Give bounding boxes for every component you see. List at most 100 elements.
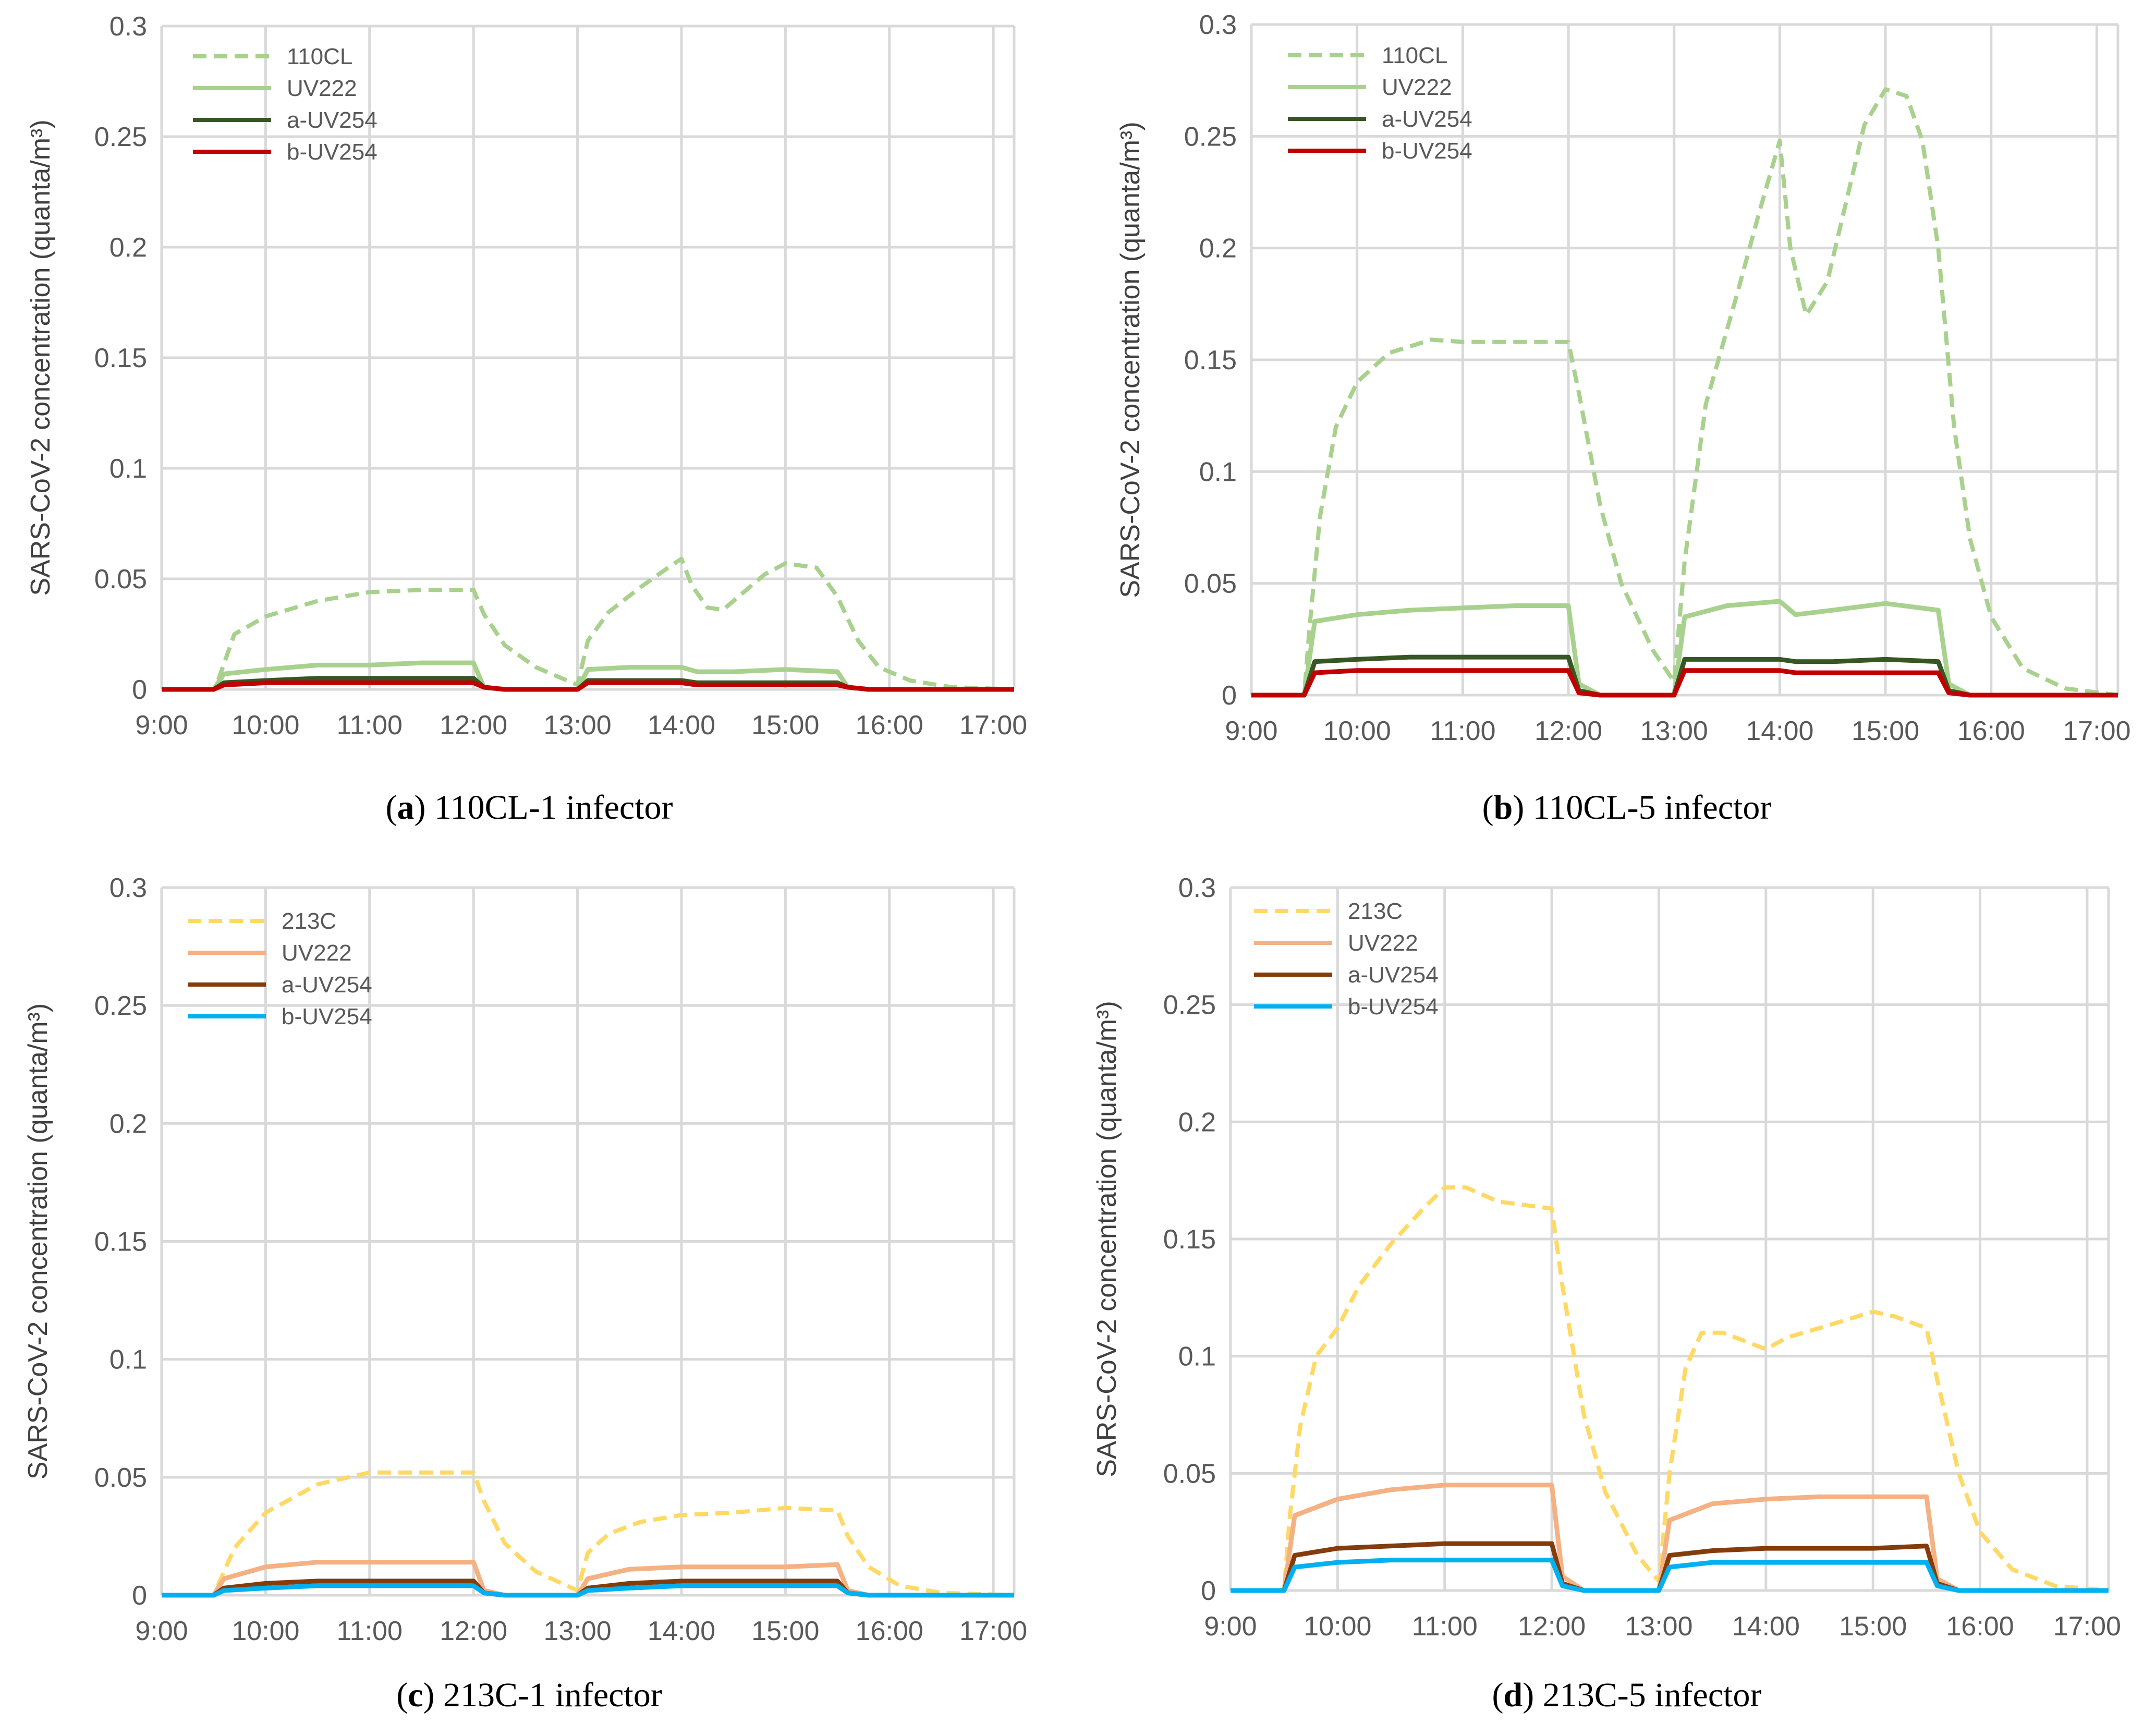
series-line-110cl (1251, 87, 2118, 697)
legend-label: UV222 (1382, 75, 1452, 100)
y-tick-label: 0.3 (1199, 10, 1237, 40)
x-tick-label: 16:00 (856, 710, 923, 740)
x-tick-label: 14:00 (1732, 1611, 1800, 1642)
panel-caption-open: ( (385, 788, 397, 827)
x-tick-label: 9:00 (135, 710, 188, 740)
panel-caption-letter: c (408, 1676, 423, 1714)
panel-caption: (b) 110CL-5 infector (1482, 788, 1772, 827)
y-tick-label: 0.05 (94, 1463, 147, 1493)
y-tick-label: 0.1 (1178, 1342, 1216, 1372)
legend-label: UV222 (287, 76, 357, 101)
legend-label: a-UV254 (1382, 106, 1472, 132)
x-tick-label: 13:00 (1625, 1611, 1692, 1642)
chart-panel-a: 0 0.05 0.1 0.15 0.2 0.25 0.3 9:00 10:00 11:00 12:0… (26, 11, 1027, 827)
y-tick-label: 0.3 (109, 11, 147, 42)
y-axis-title: SARS-CoV-2 concentration (quanta/m³) (1115, 122, 1146, 598)
x-tick-label: 10:00 (1323, 716, 1391, 746)
y-tick-label: 0.15 (1184, 345, 1237, 375)
legend-label: b-UV254 (1348, 994, 1439, 1019)
legend-label: a-UV254 (282, 972, 372, 998)
y-tick-label: 0 (1222, 681, 1237, 711)
y-tick-label: 0.05 (1184, 569, 1237, 599)
x-tick-label: 10:00 (232, 710, 299, 740)
y-tick-label: 0.1 (109, 454, 147, 484)
legend: 110CL UV222 a-UV254 b-UV254 (1288, 43, 1472, 164)
y-axis-title: SARS-CoV-2 concentration (quanta/m³) (23, 1003, 53, 1479)
y-tick-label: 0.25 (94, 122, 147, 152)
panel-caption-text: ) 110CL-1 infector (414, 788, 673, 827)
series-line-110cl (162, 556, 1015, 691)
y-tick-label: 0.15 (94, 1227, 147, 1257)
x-tick-label: 12:00 (1518, 1611, 1586, 1642)
legend: 213C UV222 a-UV254 b-UV254 (188, 908, 372, 1029)
legend-label: a-UV254 (1348, 962, 1439, 988)
x-tick-label: 11:00 (337, 710, 403, 740)
x-tick-label: 9:00 (1204, 1611, 1257, 1642)
panel-caption-letter: a (397, 788, 414, 827)
x-tick-label: 12:00 (440, 1616, 507, 1646)
legend-label: 110CL (1382, 43, 1447, 68)
panel-caption-text: ) 213C-5 infector (1522, 1676, 1761, 1714)
y-tick-label: 0.1 (109, 1345, 147, 1375)
y-tick-label: 0.3 (1178, 873, 1216, 903)
panel-caption-letter: b (1494, 788, 1513, 827)
x-tick-label: 17:00 (959, 1616, 1027, 1646)
chart-panel-d: 0 0.05 0.1 0.15 0.2 0.25 0.3 9:00 10:00 11:00 12:0… (1092, 873, 2121, 1714)
x-tick-label: 15:00 (751, 1616, 819, 1646)
x-tick-label: 9:00 (135, 1616, 188, 1646)
legend-label: UV222 (282, 940, 352, 966)
series-line-b-uv254 (162, 680, 1014, 692)
y-axis-title: SARS-CoV-2 concentration (quanta/m³) (1092, 1001, 1122, 1477)
series-line-b-uv254 (162, 1583, 1014, 1598)
y-tick-label: 0.05 (94, 564, 147, 594)
series-line-213c (1231, 1185, 2109, 1593)
x-tick-label: 10:00 (232, 1616, 299, 1646)
panel-caption: (a) 110CL-1 infector (385, 788, 673, 827)
x-tick-label: 17:00 (959, 710, 1027, 740)
legend: 110CL UV222 a-UV254 b-UV254 (193, 44, 377, 165)
y-tick-label: 0.2 (1199, 234, 1237, 264)
x-tick-label: 16:00 (856, 1616, 923, 1646)
x-tick-label: 14:00 (648, 1616, 715, 1646)
panel-caption: (c) 213C-1 infector (396, 1676, 662, 1714)
x-tick-label: 17:00 (2063, 716, 2130, 746)
y-axis-title: SARS-CoV-2 concentration (quanta/m³) (26, 119, 56, 596)
panel-caption-open: ( (1482, 788, 1494, 827)
x-tick-label: 11:00 (1430, 716, 1495, 746)
series-line-213c (162, 1470, 1015, 1597)
legend-label: 213C (282, 908, 336, 934)
y-tick-label: 0.05 (1163, 1459, 1216, 1489)
x-tick-label: 13:00 (1640, 716, 1708, 746)
panel-caption-text: ) 110CL-5 infector (1513, 788, 1771, 827)
x-tick-label: 12:00 (440, 710, 507, 740)
x-tick-label: 10:00 (1304, 1611, 1371, 1642)
x-tick-label: 15:00 (1839, 1611, 1907, 1642)
x-tick-label: 14:00 (648, 710, 715, 740)
y-tick-label: 0 (132, 1581, 147, 1611)
y-tick-label: 0.25 (1163, 990, 1216, 1021)
legend: 213C UV222 a-UV254 b-UV254 (1254, 899, 1439, 1019)
panel-caption: (d) 213C-5 infector (1492, 1676, 1762, 1714)
legend-label: 213C (1348, 899, 1403, 924)
chart-panel-c: 0 0.05 0.1 0.15 0.2 0.25 0.3 9:00 10:00 11:00 12:0… (23, 873, 1027, 1714)
y-tick-label: 0 (1201, 1576, 1216, 1606)
panel-caption-open: ( (396, 1676, 408, 1714)
x-tick-label: 15:00 (751, 710, 819, 740)
legend-label: b-UV254 (282, 1004, 372, 1029)
y-tick-label: 0.2 (109, 233, 147, 263)
x-tick-label: 13:00 (543, 710, 611, 740)
y-tick-label: 0.2 (1178, 1107, 1216, 1137)
y-tick-label: 0.25 (94, 991, 147, 1021)
y-tick-label: 0.2 (109, 1109, 147, 1139)
y-tick-label: 0.15 (94, 343, 147, 373)
x-tick-label: 15:00 (1852, 716, 1919, 746)
y-tick-label: 0.25 (1184, 122, 1237, 152)
legend-label: 110CL (287, 44, 352, 69)
x-tick-label: 11:00 (337, 1616, 403, 1646)
x-tick-label: 13:00 (543, 1616, 611, 1646)
x-tick-label: 9:00 (1225, 716, 1277, 746)
x-tick-label: 16:00 (1946, 1611, 2014, 1642)
panel-caption-open: ( (1492, 1676, 1504, 1714)
y-tick-label: 0.1 (1199, 457, 1237, 487)
